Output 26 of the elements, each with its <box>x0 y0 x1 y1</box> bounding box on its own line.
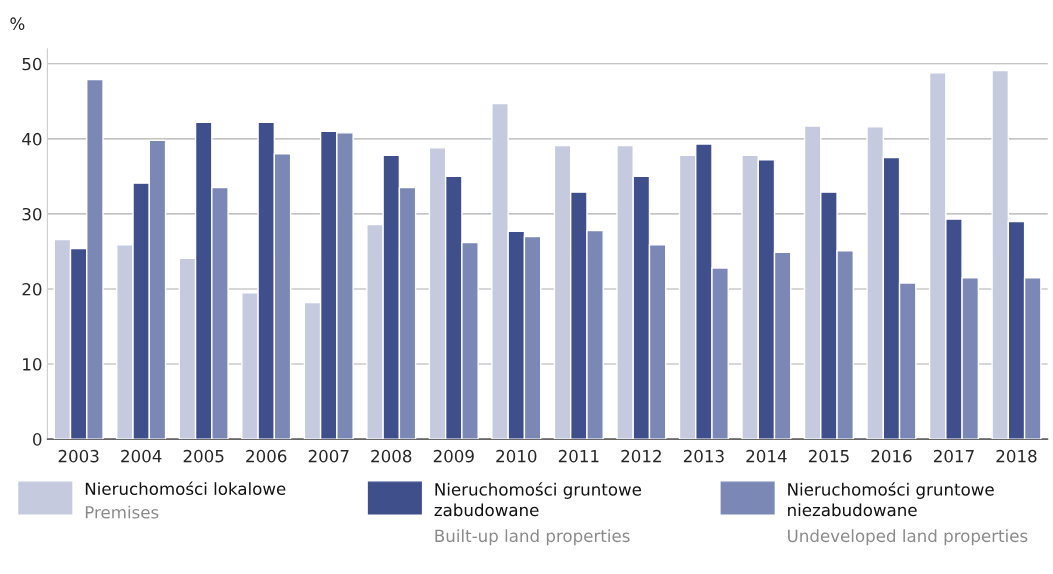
x-tick-label: 2017 <box>933 449 974 463</box>
y-axis-title: % <box>10 17 25 30</box>
x-tick-label: 2003 <box>58 449 99 463</box>
x-tick-label: 2006 <box>246 449 287 463</box>
x-tick-label: 2010 <box>496 449 537 463</box>
y-tick-label: 50 <box>22 57 42 71</box>
x-tick-label: 2015 <box>808 449 849 463</box>
x-tick-label: 2009 <box>433 449 474 463</box>
x-tick-label: 2013 <box>683 449 724 463</box>
x-tick-label: 2016 <box>871 449 912 463</box>
legend-label: Nieruchomości lokalowe Premises <box>85 481 286 519</box>
legend-label: Nieruchomości gruntowe niezabudowane Undeveloped land properties <box>788 482 1028 546</box>
x-tick-label: 2004 <box>121 449 162 463</box>
x-tick-label: 2007 <box>308 449 349 463</box>
y-tick-label: 0 <box>33 433 42 446</box>
legend-label: Nieruchomości gruntowe zabudowane Built-up land properties <box>434 482 642 546</box>
x-tick-label: 2014 <box>746 449 787 463</box>
x-tick-label: 2008 <box>371 449 412 463</box>
y-tick-label: 20 <box>22 282 42 296</box>
x-tick-label: 2005 <box>183 449 224 463</box>
x-tick-label: 2012 <box>621 449 661 463</box>
x-tick-label: 2011 <box>558 449 599 463</box>
y-tick-label: 30 <box>22 207 42 221</box>
y-tick-label: 10 <box>23 358 42 371</box>
x-tick-label: 2018 <box>996 449 1037 463</box>
y-tick-label: 40 <box>22 132 42 146</box>
